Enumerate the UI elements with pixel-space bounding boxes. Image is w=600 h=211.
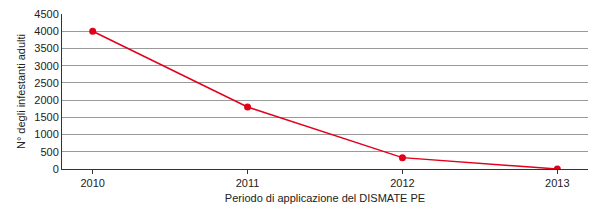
svg-text:0: 0 bbox=[53, 163, 59, 175]
svg-text:1000: 1000 bbox=[34, 128, 58, 140]
svg-text:4500: 4500 bbox=[34, 8, 58, 20]
svg-text:N° degli infestanti adulti: N° degli infestanti adulti bbox=[15, 34, 27, 149]
svg-text:500: 500 bbox=[40, 146, 58, 158]
svg-text:4000: 4000 bbox=[34, 25, 58, 37]
svg-text:Periodo di applicazione del DI: Periodo di applicazione del DISMATE PE bbox=[225, 192, 425, 204]
svg-text:2011: 2011 bbox=[236, 177, 260, 189]
svg-text:3500: 3500 bbox=[34, 42, 58, 54]
svg-text:2010: 2010 bbox=[80, 177, 104, 189]
svg-text:2012: 2012 bbox=[390, 177, 414, 189]
svg-text:2500: 2500 bbox=[34, 77, 58, 89]
svg-text:2013: 2013 bbox=[545, 177, 569, 189]
svg-text:2000: 2000 bbox=[34, 94, 58, 106]
svg-text:1500: 1500 bbox=[34, 111, 58, 123]
svg-text:3000: 3000 bbox=[34, 60, 58, 72]
